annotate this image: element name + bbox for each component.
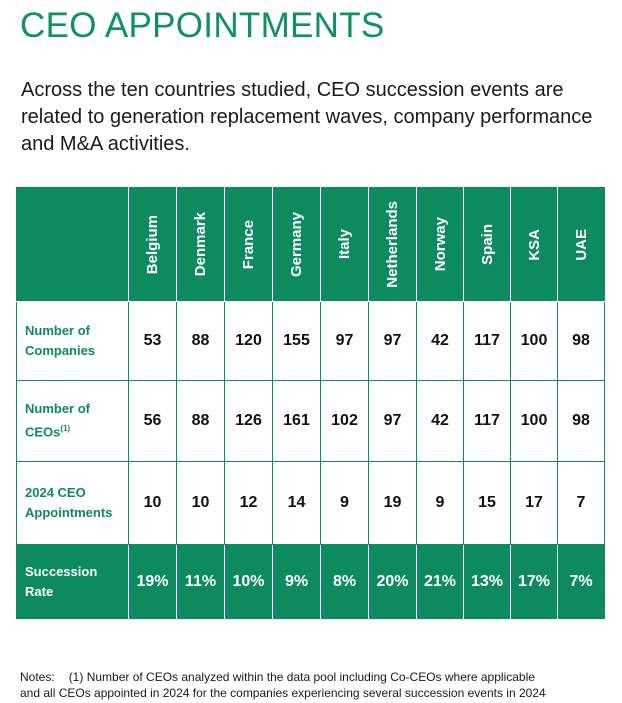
column-header: France bbox=[224, 187, 273, 302]
table-cell: 20% bbox=[368, 544, 417, 620]
column-header: Spain bbox=[463, 187, 511, 302]
country-label: Netherlands bbox=[384, 201, 401, 288]
table-cell: 19% bbox=[128, 544, 177, 620]
country-label: KSA bbox=[525, 228, 543, 261]
row-label: 2024 CEO Appointments bbox=[16, 461, 129, 545]
country-label: France bbox=[240, 219, 257, 270]
table-cell: 19 bbox=[368, 461, 417, 545]
table-cell: 155 bbox=[272, 301, 321, 381]
row-label: Number of Companies bbox=[16, 301, 129, 381]
column-header: Germany bbox=[272, 187, 321, 302]
footnote-marker: (1) bbox=[60, 424, 71, 434]
footnote-line: Notes: (1) Number of CEOs analyzed within… bbox=[20, 669, 620, 685]
table-cell: 13% bbox=[463, 544, 511, 620]
header-row: Belgium Denmark France Germany Italy Net… bbox=[16, 187, 605, 302]
table-cell: 9% bbox=[272, 544, 321, 620]
table-row: Number of Companies 53 88 120 155 97 97 … bbox=[16, 301, 605, 381]
table-row: 2024 CEO Appointments 10 10 12 14 9 19 9… bbox=[16, 461, 605, 545]
column-header: Belgium bbox=[128, 187, 177, 302]
table-cell: 120 bbox=[224, 301, 273, 381]
table-cell: 53 bbox=[128, 301, 177, 381]
table-cell: 17% bbox=[510, 544, 558, 620]
table-cell: 88 bbox=[176, 301, 225, 381]
column-header: Denmark bbox=[176, 187, 225, 302]
table-cell: 9 bbox=[416, 461, 464, 545]
page-title: CEO APPOINTMENTS bbox=[20, 6, 385, 45]
country-label: UAE bbox=[572, 228, 590, 261]
table-cell: 10 bbox=[128, 461, 177, 545]
table-cell: 102 bbox=[320, 380, 369, 462]
table-cell: 117 bbox=[463, 301, 511, 381]
column-header: Norway bbox=[416, 187, 464, 302]
table-cell: 9 bbox=[320, 461, 369, 545]
table-cell: 126 bbox=[224, 380, 273, 462]
footnote-line: and all CEOs appointed in 2024 for the c… bbox=[20, 686, 546, 700]
header-corner bbox=[16, 187, 129, 302]
table-cell: 97 bbox=[368, 380, 417, 462]
table-cell: 15 bbox=[463, 461, 511, 545]
table-cell: 14 bbox=[272, 461, 321, 545]
country-label: Germany bbox=[288, 211, 305, 278]
column-header: UAE bbox=[557, 187, 605, 302]
table-cell: 97 bbox=[320, 301, 369, 381]
column-header: Netherlands bbox=[368, 187, 417, 302]
table-cell: 21% bbox=[416, 544, 464, 620]
table-cell: 7 bbox=[557, 461, 605, 545]
country-label: Norway bbox=[431, 217, 449, 272]
row-label-text: Number of CEOs bbox=[25, 401, 90, 440]
table-cell: 88 bbox=[176, 380, 225, 462]
notes-label: Notes: bbox=[20, 670, 55, 684]
row-label: Number of CEOs(1) bbox=[16, 380, 129, 462]
table-cell: 10 bbox=[176, 461, 225, 545]
table-cell: 10% bbox=[224, 544, 273, 620]
table-row: Number of CEOs(1) 56 88 126 161 102 97 4… bbox=[16, 380, 605, 462]
table-cell: 7% bbox=[557, 544, 605, 620]
table-cell: 97 bbox=[368, 301, 417, 381]
table-cell: 42 bbox=[416, 301, 464, 381]
table-cell: 11% bbox=[176, 544, 225, 620]
country-label: Italy bbox=[336, 229, 353, 260]
country-label: Belgium bbox=[144, 214, 161, 275]
intro-text: Across the ten countries studied, CEO su… bbox=[21, 79, 593, 155]
table-cell: 8% bbox=[320, 544, 369, 620]
country-label: Spain bbox=[478, 224, 496, 265]
footnote-text: (1) Number of CEOs analyzed within the d… bbox=[68, 670, 535, 684]
table-cell: 98 bbox=[557, 380, 605, 462]
table-row-succession-rate: Succession Rate 19% 11% 10% 9% 8% 20% 21… bbox=[16, 544, 605, 620]
row-label: Succession Rate bbox=[16, 544, 129, 620]
ceo-appointments-table: Belgium Denmark France Germany Italy Net… bbox=[16, 187, 605, 620]
column-header: KSA bbox=[510, 187, 558, 302]
table-cell: 100 bbox=[510, 301, 558, 381]
table-cell: 98 bbox=[557, 301, 605, 381]
table-cell: 56 bbox=[128, 380, 177, 462]
footnotes: Notes: (1) Number of CEOs analyzed within… bbox=[20, 669, 620, 701]
table-cell: 12 bbox=[224, 461, 273, 545]
table-cell: 100 bbox=[510, 380, 558, 462]
table-cell: 42 bbox=[416, 380, 464, 462]
country-label: Denmark bbox=[192, 212, 209, 277]
table-cell: 117 bbox=[463, 380, 511, 462]
table-cell: 161 bbox=[272, 380, 321, 462]
table-cell: 17 bbox=[510, 461, 558, 545]
column-header: Italy bbox=[320, 187, 369, 302]
